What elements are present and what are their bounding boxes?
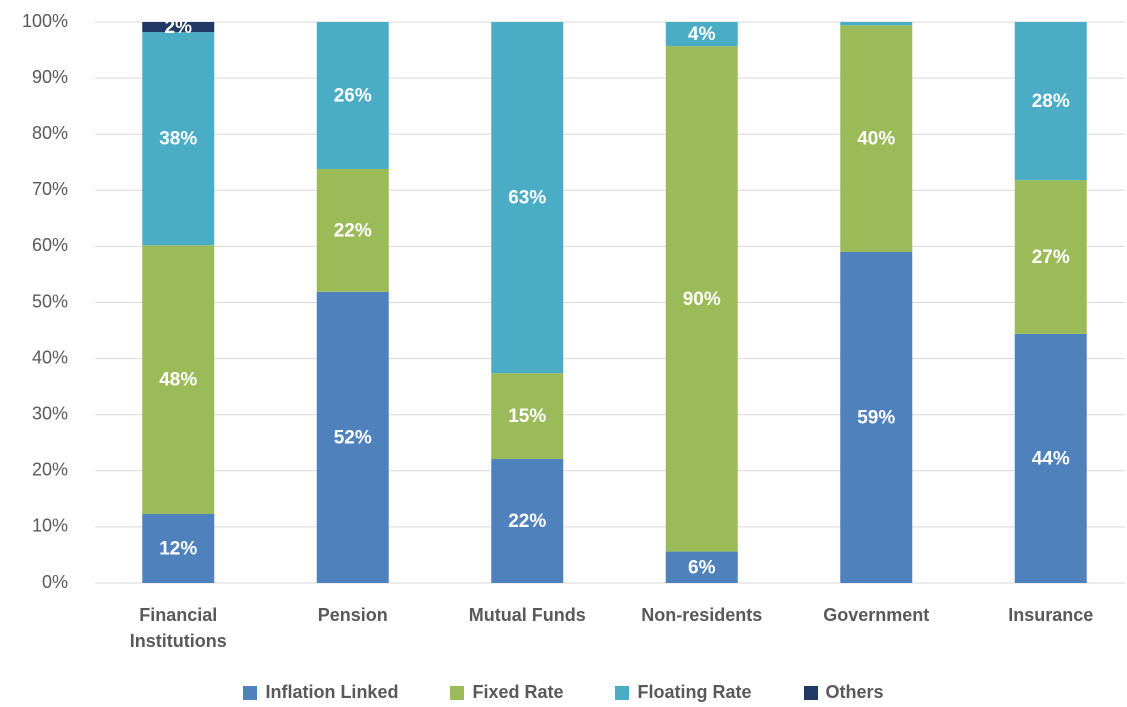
y-tick-label: 10% [32, 516, 68, 536]
bar-segment [1014, 333, 1087, 583]
bar-segment [142, 22, 215, 33]
y-tick-label: 70% [32, 179, 68, 199]
x-tick-label: Mutual Funds [468, 605, 586, 625]
data-label: 4% [688, 24, 716, 45]
legend-swatch [615, 685, 630, 700]
data-label: 28% [1032, 91, 1070, 112]
y-tick-label: 40% [32, 347, 68, 367]
data-label: 22% [508, 511, 546, 532]
bar-segment [316, 291, 389, 583]
data-label: 22% [334, 220, 372, 241]
data-label: 26% [334, 86, 372, 107]
bar-segment [316, 168, 389, 292]
data-label: 52% [334, 427, 372, 448]
bar-segment [1014, 22, 1087, 181]
data-label: 48% [159, 370, 197, 391]
data-label: 63% [508, 188, 546, 209]
data-label: 6% [688, 557, 716, 578]
legend-swatch [243, 685, 258, 700]
legend-label: Fixed Rate [472, 682, 564, 702]
bar-segment [316, 22, 389, 169]
data-label: 12% [159, 539, 197, 560]
legend-label: Inflation Linked [265, 682, 399, 702]
bar-segment [491, 22, 564, 374]
bar-segment [840, 252, 913, 583]
legend-item: Fixed Rate [450, 682, 563, 703]
x-tick-label: Financial Institutions [129, 605, 227, 651]
y-tick-label: 50% [32, 291, 68, 311]
bar-segment [142, 32, 215, 246]
bar-segment [1014, 180, 1087, 334]
x-tick-label: Non-residents [641, 605, 763, 625]
data-label: 40% [857, 129, 895, 150]
data-label: 27% [1032, 247, 1070, 268]
legend-item: Others [803, 682, 884, 703]
bar-segment [665, 22, 738, 47]
data-label: 38% [159, 129, 197, 150]
legend-label: Others [825, 682, 884, 702]
bar-segment [491, 373, 564, 460]
x-tick-label: Insurance [1008, 605, 1094, 625]
legend-item: Inflation Linked [243, 682, 398, 703]
legend-item: Floating Rate [615, 682, 752, 703]
data-label: 90% [683, 289, 721, 310]
legend-swatch [450, 685, 465, 700]
data-label: 15% [508, 406, 546, 427]
y-tick-label: 100% [22, 11, 68, 31]
bar-segment [665, 551, 738, 583]
bar-segment [840, 25, 913, 253]
y-tick-label: 20% [32, 460, 68, 480]
bar-segment [665, 46, 738, 552]
data-label: 59% [857, 408, 895, 429]
legend-label: Floating Rate [637, 682, 752, 702]
bar-segment [491, 459, 564, 583]
y-tick-label: 90% [32, 67, 68, 87]
y-tick-label: 80% [32, 123, 68, 143]
data-label: 44% [1032, 448, 1070, 469]
data-label: 2% [165, 17, 193, 38]
bar-segment [840, 22, 913, 26]
y-tick-label: 0% [42, 572, 68, 592]
y-tick-label: 60% [32, 235, 68, 255]
legend: Inflation Linked Fixed Rate Floating Rate O… [0, 682, 1127, 703]
legend-swatch [803, 685, 818, 700]
x-tick-label: Pension [317, 605, 388, 625]
x-tick-label: Government [823, 605, 930, 625]
bar-segment [142, 513, 215, 583]
y-tick-label: 30% [32, 403, 68, 423]
bar-segment [142, 245, 215, 514]
